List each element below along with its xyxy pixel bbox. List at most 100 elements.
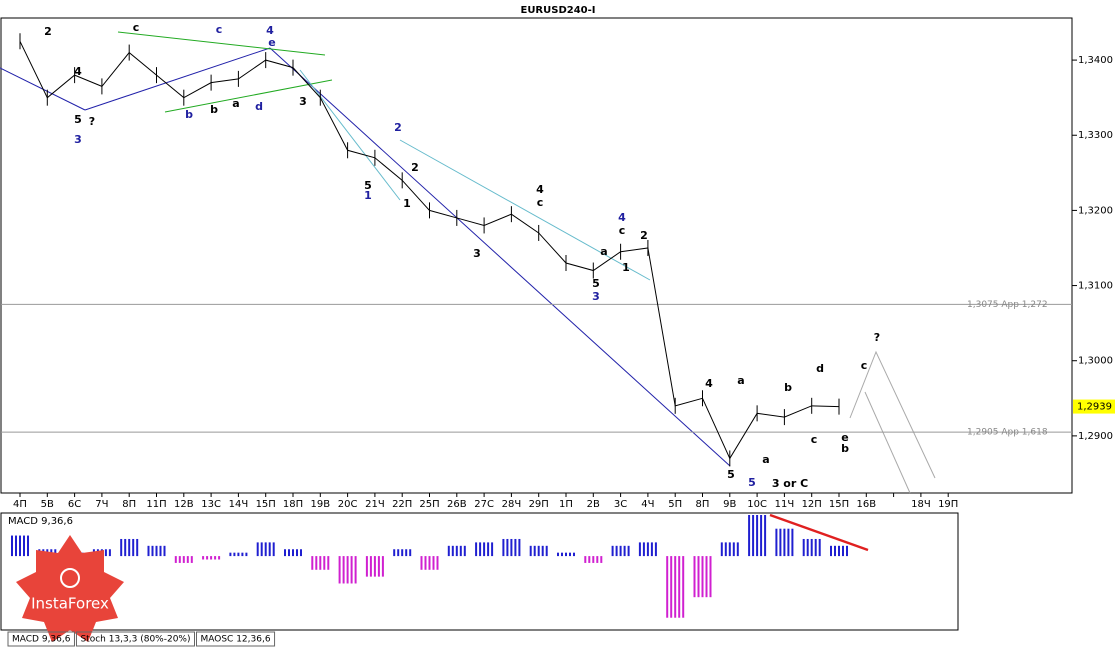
macd-frame [0,512,959,631]
wave-label: 1 [364,189,372,202]
main-frame [0,17,1073,494]
x-tick-label: 12В [174,499,194,510]
x-tick-label: 21Ч [365,499,385,510]
tab-frame[interactable] [75,631,195,647]
x-tick-label: 22П [392,499,412,510]
wave-label: d [816,362,824,375]
wave-label: 1 [403,197,411,210]
x-tick-label: 12П [802,499,822,510]
wave-label: b [185,108,193,121]
wave-label: 3 [473,247,481,260]
x-tick-label: 20С [338,499,358,510]
wave-label: a [762,453,769,466]
x-tick-label: 19В [311,499,331,510]
trend-line [0,67,86,111]
wave-label: 3 [299,95,307,108]
x-tick-label: 18П [283,499,303,510]
wave-label: b [841,442,849,455]
wave-label: 4 [705,377,713,390]
x-tick-label: 29П [529,499,549,510]
wave-label: 5 [74,113,82,126]
wave-label: a [600,245,607,258]
price-marker [1073,399,1115,414]
indicator-tab[interactable]: Stoch 13,3,3 (80%-20%) [80,635,190,645]
x-tick-label: 1П [559,499,573,510]
x-tick-label: 14Ч [229,499,249,510]
level-label: 1,2905 App 1,618 [967,428,1048,438]
x-tick-label: 4П [13,499,27,510]
divergence-line [769,513,869,552]
price-line [19,41,840,460]
x-tick-label: 11П [146,499,166,510]
y-tick-label: 1,3200 [1078,205,1113,216]
logo-icon [60,568,80,588]
x-tick-label: 26В [447,499,467,510]
x-tick-label: 6С [68,499,81,510]
x-tick-label: 8П [696,499,710,510]
y-tick-label: 1,3000 [1078,356,1113,367]
logo: InstaForex [16,535,124,642]
projection-line [299,69,401,201]
x-tick-label: 5В [41,499,54,510]
x-tick-label: 27С [474,499,494,510]
wave-label: c [619,224,626,237]
wave-label: c [861,359,868,372]
tab-frame[interactable] [7,631,75,647]
logo-badge [16,535,124,642]
trend-line [269,47,731,467]
forecast-line [864,391,911,494]
wave-label: ? [874,331,880,344]
wave-label: c [811,433,818,446]
channel-line [117,31,326,56]
wave-label: ? [89,115,95,128]
x-tick-label: 16В [857,499,877,510]
wave-label: e [268,36,275,49]
x-tick-label: 18Ч [911,499,931,510]
x-tick-label: 11Ч [775,499,795,510]
projection-line [399,139,651,281]
wave-label: 3 [74,133,82,146]
wave-label: a [737,374,744,387]
x-tick-label: 7Ч [95,499,108,510]
x-tick-label: 25П [419,499,439,510]
wave-label: 5 [592,277,600,290]
wave-label: d [255,100,263,113]
wave-label: 4 [74,65,82,78]
wave-label: e [841,431,848,444]
x-tick-label: 3С [614,499,627,510]
trend-line [84,47,271,111]
indicator-label: MACD 9,36,6 [8,516,73,527]
x-tick-label: 5П [668,499,682,510]
indicator-tab[interactable]: MAOSC 12,36,6 [201,635,271,645]
wave-label: 3 [592,290,600,303]
tab-frame[interactable] [196,631,276,647]
wave-label: 1 [622,261,630,274]
wave-label: a [232,97,239,110]
wave-label: 2 [394,121,402,134]
wave-label: 5 [727,468,735,481]
x-tick-label: 10С [747,499,767,510]
x-tick-label: 15П [829,499,849,510]
chart-title: EURUSD240-I [520,5,595,16]
wave-label: c [216,23,223,36]
logo-text: InstaForex [31,595,109,613]
wave-label: b [210,103,218,116]
x-tick-label: 8П [122,499,136,510]
forecast-line [849,350,936,479]
wave-label: 4 [536,183,544,196]
wave-label: c [133,21,140,34]
price-label: 1,2939 [1077,402,1112,413]
wave-label: 2 [44,25,52,38]
x-tick-label: 2В [587,499,600,510]
y-tick-label: 1,3400 [1078,55,1113,66]
y-tick-label: 1,3300 [1078,130,1113,141]
wave-label: 4 [266,24,274,37]
wave-label: c [537,196,544,209]
wave-label: 2 [640,229,648,242]
x-tick-label: 9В [723,499,736,510]
x-tick-label: 19П [938,499,958,510]
x-tick-label: 4Ч [641,499,654,510]
indicator-tab[interactable]: MACD 9,36,6 [12,635,71,645]
